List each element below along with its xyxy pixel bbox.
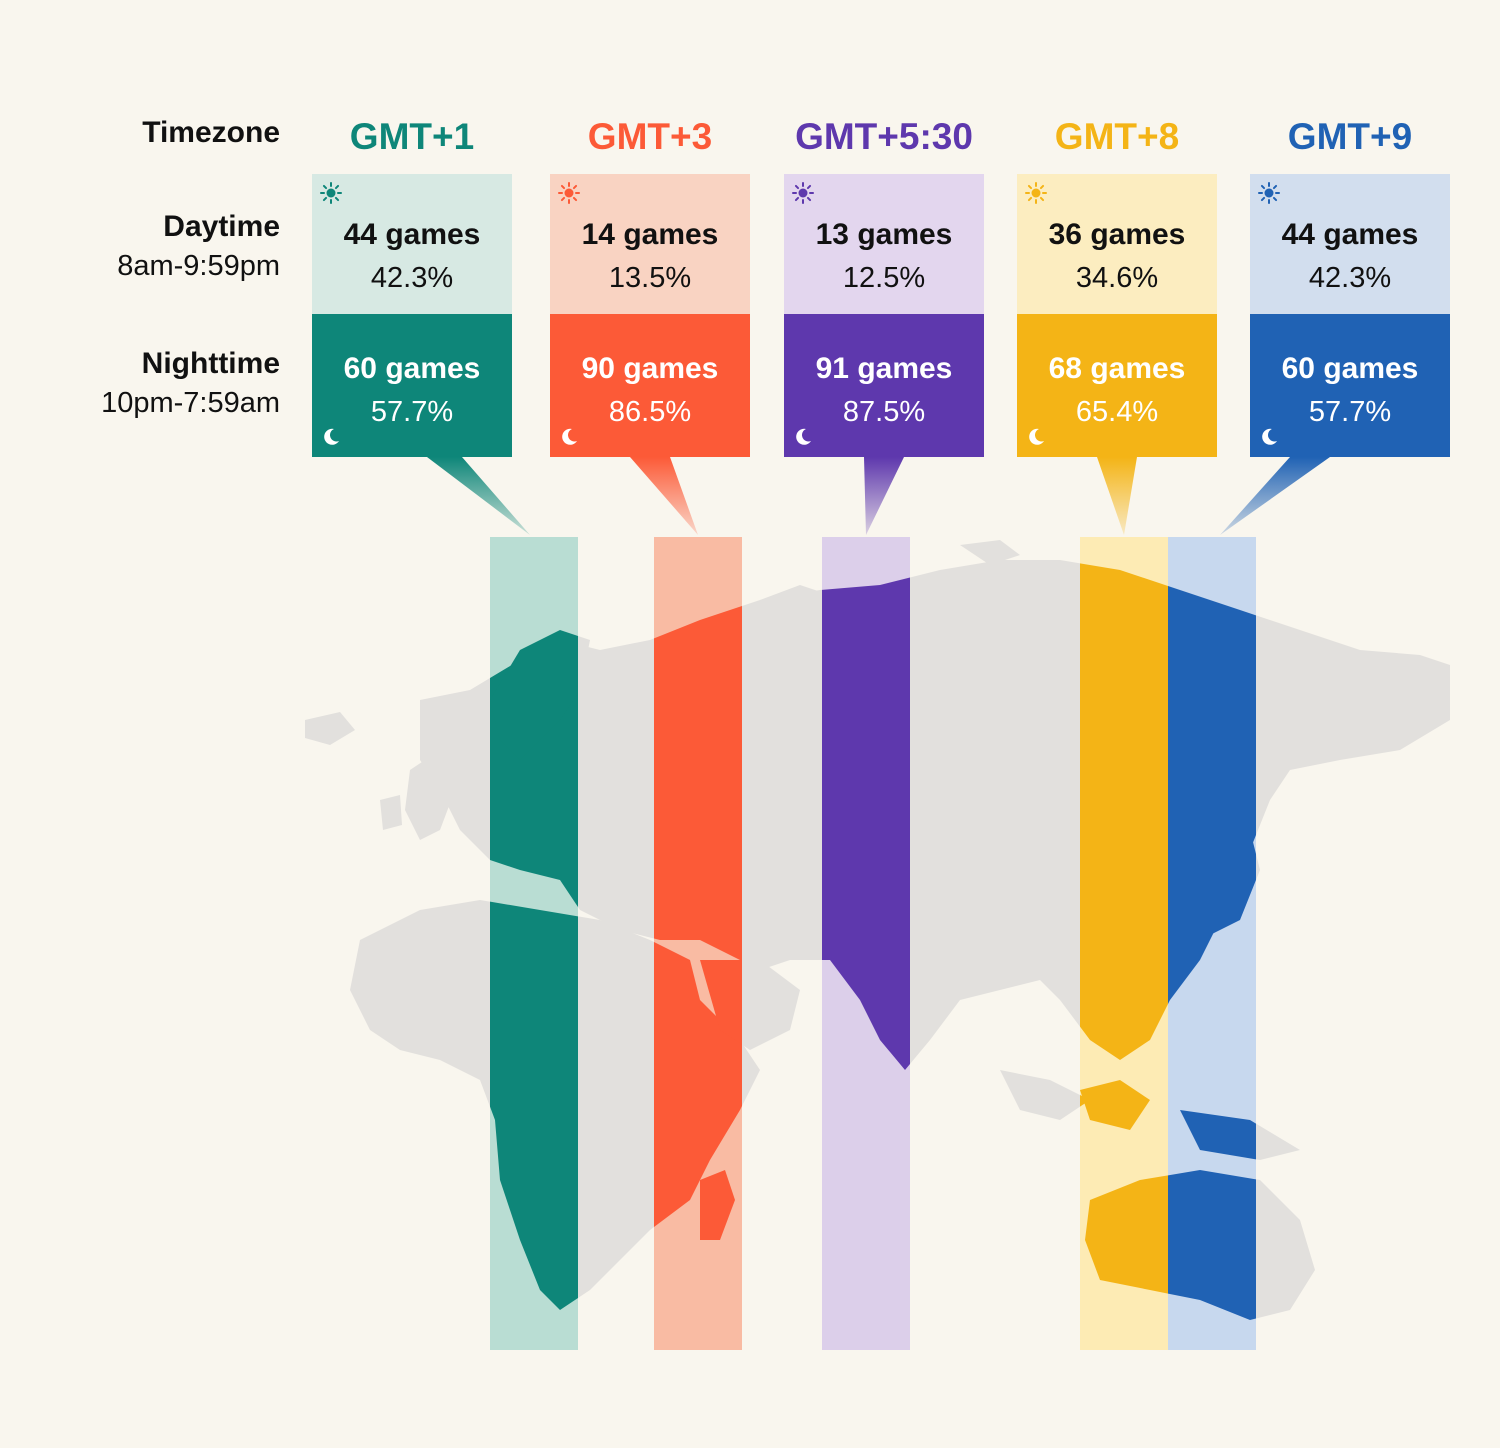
sun-icon (1258, 182, 1280, 204)
nighttime-percent: 65.4% (1075, 396, 1159, 428)
daytime-cell: 36 games 34.6% (1017, 174, 1217, 314)
moon-icon (1029, 428, 1044, 445)
daytime-games: 44 games (343, 218, 481, 251)
nighttime-label: Nighttime (141, 347, 280, 380)
timezone-band-land (1168, 586, 1256, 1320)
nighttime-cell: 91 games 87.5% (784, 314, 984, 457)
nighttime-range: 10pm-7:59am (101, 387, 280, 419)
moon-icon (562, 428, 577, 445)
daytime-range: 8am-9:59pm (117, 250, 280, 282)
nighttime-percent: 57.7% (1308, 396, 1392, 428)
daytime-cell: 14 games 13.5% (550, 174, 750, 314)
callout-pointer (1220, 457, 1330, 535)
timezone-band-land (1080, 563, 1168, 1294)
timezone-band-land (654, 606, 742, 1240)
timezone-band-land (822, 577, 910, 1070)
timezone-header: GMT+3 (587, 116, 713, 157)
daytime-percent: 12.5% (842, 262, 926, 294)
moon-icon (796, 428, 811, 445)
nighttime-games: 90 games (581, 352, 719, 385)
nighttime-cell: 68 games 65.4% (1017, 314, 1217, 457)
sun-icon (558, 182, 580, 204)
daytime-games: 14 games (581, 218, 719, 251)
timezone-header: GMT+8 (1054, 116, 1180, 157)
daytime-games: 13 games (815, 218, 953, 251)
nighttime-games: 68 games (1048, 352, 1186, 385)
timezone-header: GMT+9 (1287, 116, 1413, 157)
moon-icon (324, 428, 339, 445)
daytime-cell: 44 games 42.3% (312, 174, 512, 314)
daytime-percent: 42.3% (1308, 262, 1392, 294)
moon-icon (1262, 428, 1277, 445)
timezone-header: GMT+1 (349, 116, 475, 157)
timezone-header: GMT+5:30 (795, 116, 973, 157)
nighttime-cell: 60 games 57.7% (312, 314, 512, 457)
row-label-daytime: Daytime 8am-9:59pm (117, 210, 280, 283)
daytime-percent: 42.3% (370, 262, 454, 294)
daytime-percent: 13.5% (608, 262, 692, 294)
nighttime-games: 60 games (1281, 352, 1419, 385)
nighttime-percent: 87.5% (842, 396, 926, 428)
nighttime-percent: 86.5% (608, 396, 692, 428)
callout-pointer (1097, 457, 1137, 535)
daytime-cell: 44 games 42.3% (1250, 174, 1450, 314)
sun-icon (1025, 182, 1047, 204)
daytime-percent: 34.6% (1075, 262, 1159, 294)
callout-pointer (630, 457, 698, 535)
timezone-band-land (490, 630, 578, 1310)
daytime-label: Daytime (163, 210, 280, 243)
callout-pointer (864, 457, 904, 535)
daytime-cell: 13 games 12.5% (784, 174, 984, 314)
row-label-timezone: Timezone (142, 116, 280, 150)
timezone-label: Timezone (142, 116, 280, 149)
nighttime-percent: 57.7% (370, 396, 454, 428)
callout-pointer (427, 457, 530, 535)
nighttime-cell: 60 games 57.7% (1250, 314, 1450, 457)
sun-icon (320, 182, 342, 204)
nighttime-cell: 90 games 86.5% (550, 314, 750, 457)
nighttime-games: 91 games (815, 352, 953, 385)
sun-icon (792, 182, 814, 204)
daytime-games: 36 games (1048, 218, 1186, 251)
daytime-games: 44 games (1281, 218, 1419, 251)
row-label-nighttime: Nighttime 10pm-7:59am (101, 347, 280, 420)
nighttime-games: 60 games (343, 352, 481, 385)
